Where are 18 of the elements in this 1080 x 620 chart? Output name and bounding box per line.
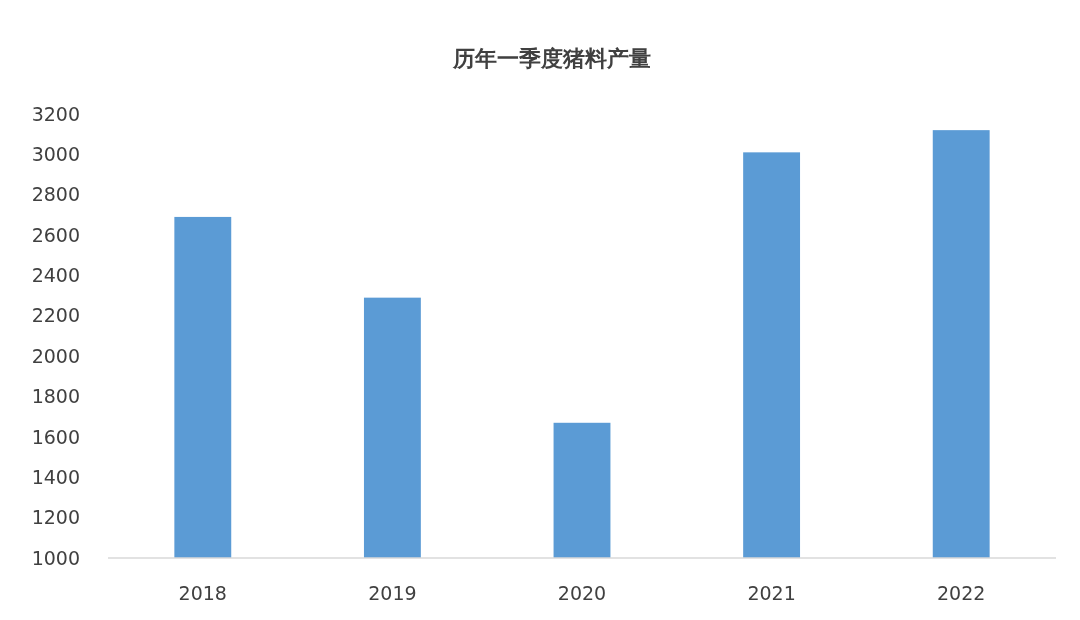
x-tick-label: 2019 — [368, 582, 417, 604]
x-tick-label: 2022 — [937, 582, 986, 604]
y-tick-label: 3200 — [31, 102, 80, 125]
y-tick-label: 2400 — [31, 264, 80, 287]
y-tick-label: 1000 — [31, 546, 80, 569]
x-tick-label: 2021 — [747, 582, 796, 604]
x-tick-label: 2020 — [557, 582, 607, 604]
chart-title: 历年一季度猪料产量 — [452, 46, 651, 71]
y-tick-label: 1400 — [31, 465, 80, 488]
y-tick-label: 2600 — [31, 223, 80, 246]
y-tick-label: 1600 — [31, 425, 80, 448]
y-tick-label: 2800 — [31, 183, 80, 206]
x-tick-label: 2018 — [178, 582, 227, 604]
y-tick-label: 1200 — [31, 506, 80, 529]
y-tick-label: 2000 — [31, 344, 80, 367]
y-tick-label: 1800 — [31, 385, 80, 408]
y-tick-label: 3000 — [31, 143, 80, 166]
y-tick-label: 2200 — [31, 304, 80, 327]
